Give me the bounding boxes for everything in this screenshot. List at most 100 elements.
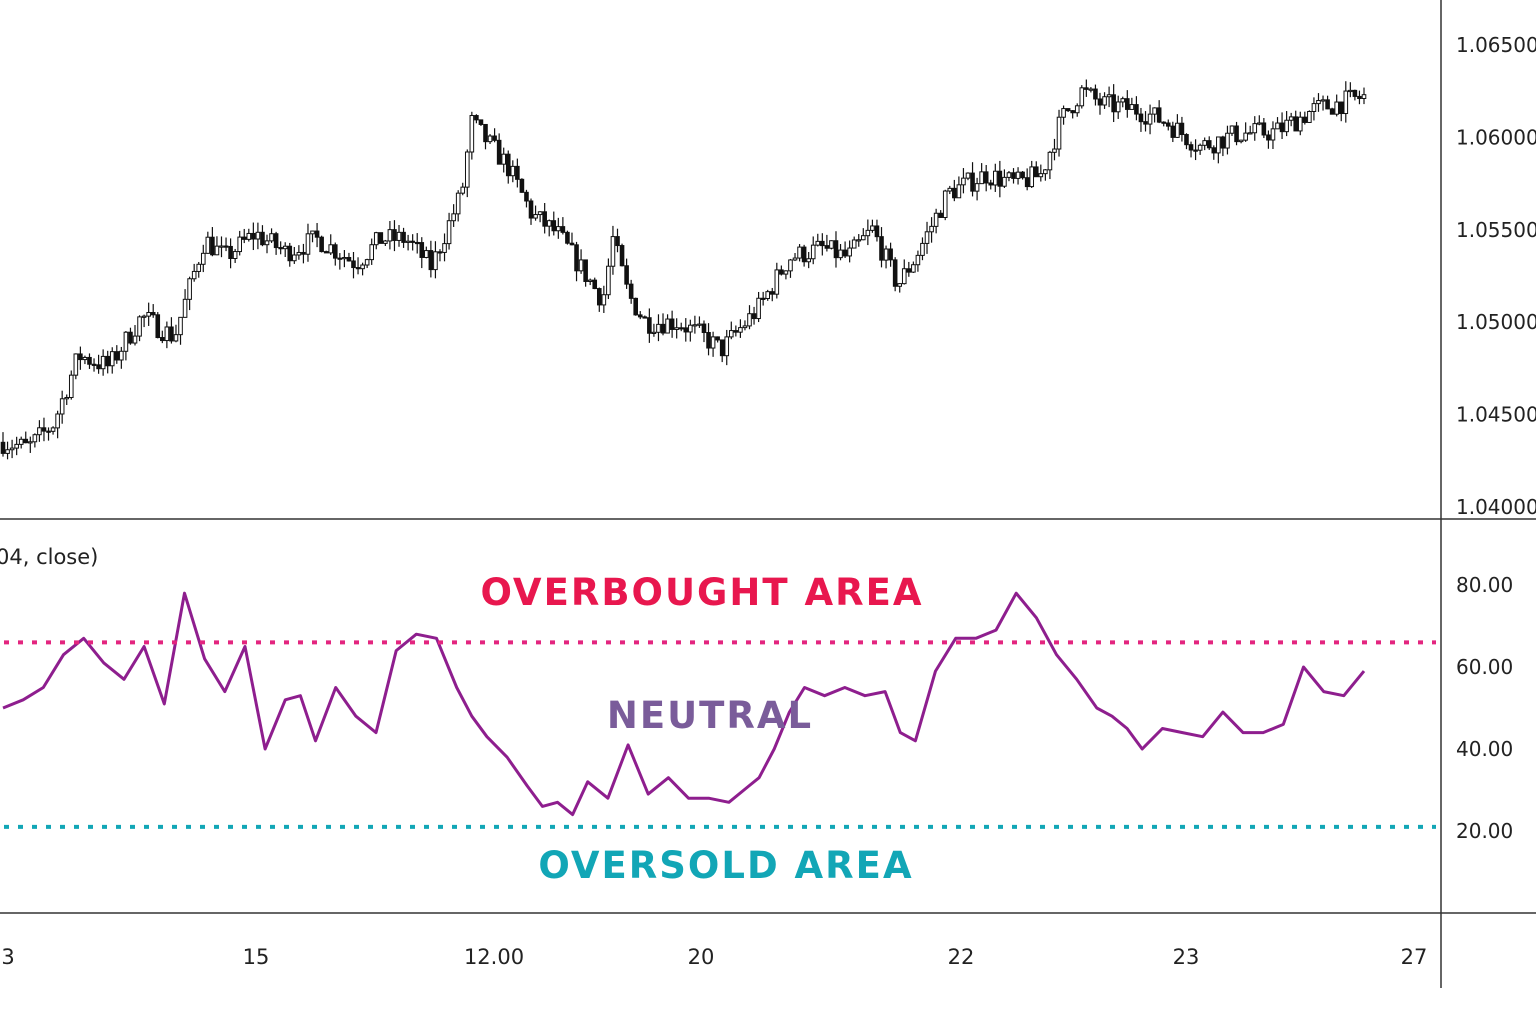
candle-body [455, 192, 461, 215]
candle-body [200, 252, 206, 265]
candle-body [305, 233, 311, 255]
time-tick-label: 22 [948, 945, 975, 969]
candle-body [173, 334, 179, 342]
candle-body [205, 236, 211, 254]
candle-body [328, 244, 334, 254]
candle-body [437, 251, 443, 254]
candle-body [1247, 132, 1253, 135]
candle-body [1106, 94, 1112, 98]
candle-body [41, 427, 47, 432]
candle-body [1165, 122, 1171, 127]
candle-body [1179, 122, 1185, 136]
candle-body [78, 353, 83, 361]
candle-body [956, 184, 962, 199]
candle-body [1257, 122, 1262, 125]
candle-body [710, 336, 716, 349]
candle-body [669, 318, 675, 330]
candle-body [251, 232, 256, 240]
candle-body [128, 331, 133, 344]
candle-body [628, 283, 634, 299]
candle-body [46, 430, 51, 433]
candle-body [592, 279, 598, 290]
candle-body [865, 229, 871, 237]
time-tick-label: 20 [688, 945, 715, 969]
candle-body [838, 249, 843, 259]
candle-body [660, 323, 666, 334]
candle-body [451, 213, 456, 222]
candle-body [1238, 139, 1244, 143]
candle-body [742, 325, 748, 329]
candle-body [419, 242, 425, 258]
candle-body [1175, 122, 1180, 138]
candle-body [501, 153, 507, 165]
candle-body [1011, 172, 1016, 179]
candle-body [178, 316, 183, 336]
candle-body [378, 232, 384, 244]
candle-body [9, 447, 15, 451]
candle-body [73, 353, 79, 376]
candle-body [993, 170, 998, 186]
candle-body [282, 245, 288, 250]
candle-body [223, 245, 229, 248]
candle-body [1284, 119, 1289, 133]
candle-body [1093, 88, 1098, 100]
candle-body [219, 245, 224, 248]
candle-body [269, 233, 274, 242]
candle-body [1361, 94, 1367, 100]
candle-body [546, 220, 552, 227]
candle-body [860, 235, 866, 241]
candle-body [109, 351, 115, 367]
candle-body [856, 239, 862, 242]
candle-body [260, 231, 265, 246]
candle-body [974, 183, 980, 192]
candle-body [915, 254, 921, 266]
candle-body [528, 200, 534, 219]
candle-body [273, 233, 279, 249]
candle-body [765, 291, 771, 300]
candle-body [464, 151, 470, 188]
candle-body [505, 153, 511, 177]
candle-body [1338, 101, 1344, 115]
candle-body [806, 258, 811, 263]
candle-body [314, 230, 320, 238]
candle-body [901, 268, 907, 285]
candle-body [0, 441, 6, 454]
candle-body [615, 236, 620, 247]
candle-body [1275, 122, 1280, 130]
candle-body [683, 327, 689, 333]
candle-body [1065, 108, 1071, 112]
candle-body [1316, 100, 1321, 105]
candle-body [792, 257, 798, 261]
candle-body [1357, 95, 1362, 100]
price-tick-label: 1.05500 [1456, 218, 1536, 242]
candle-body [296, 251, 302, 256]
candle-body [642, 316, 648, 319]
rsi-tick-label: 40.00 [1456, 737, 1513, 761]
candle-body [565, 231, 570, 244]
candle-body [983, 171, 989, 184]
candle-body [1320, 99, 1326, 102]
candle-body [255, 231, 261, 240]
candle-body [870, 225, 875, 231]
candle-body [150, 311, 156, 316]
candle-body [182, 298, 188, 318]
candle-body [346, 256, 352, 262]
candle-body [774, 269, 780, 295]
candle-body [383, 240, 388, 244]
candle-body [1161, 121, 1167, 124]
candle-body [410, 240, 415, 243]
candle-body [906, 268, 912, 273]
candle-body [278, 247, 283, 250]
candle-body [364, 259, 370, 266]
candle-body [1288, 116, 1294, 121]
candle-body [119, 350, 124, 361]
time-tick-label: 3 [1, 945, 14, 969]
candle-body [719, 339, 725, 357]
candle-body [424, 250, 429, 258]
rsi-tick-label: 60.00 [1456, 655, 1513, 679]
candle-body [214, 245, 220, 256]
candle-body [1047, 151, 1053, 171]
candle-body [624, 265, 629, 285]
candle-body [14, 443, 19, 449]
candle-body [888, 248, 893, 261]
